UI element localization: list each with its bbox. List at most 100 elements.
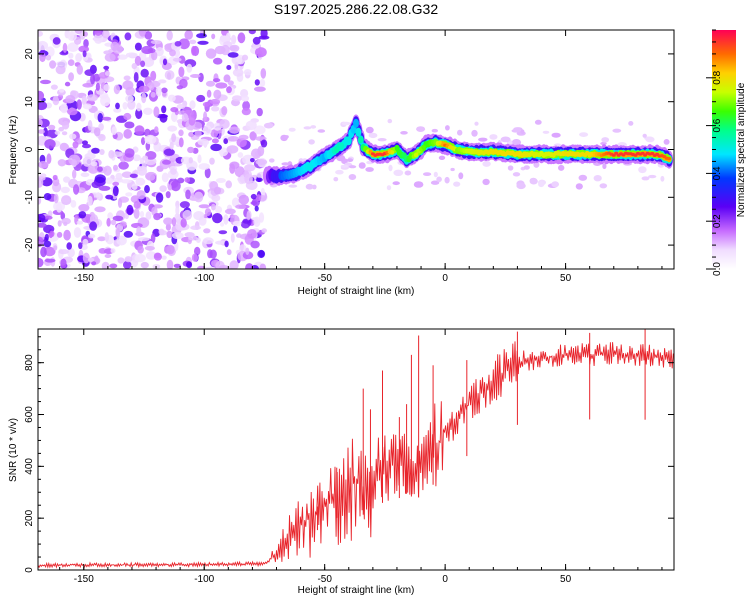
noise-blob: [226, 65, 232, 70]
x-tick-label: 0: [442, 273, 448, 284]
noise-blob: [98, 134, 106, 142]
noise-blob: [225, 180, 232, 189]
noise-blob: [93, 33, 104, 44]
noise-blob: [155, 86, 162, 97]
noise-blob: [38, 40, 49, 51]
noise-blob: [63, 221, 68, 226]
noise-blob: [165, 191, 171, 199]
noise-blob: [158, 228, 165, 235]
y-tick-label: 0: [24, 146, 35, 152]
noise-blob: [179, 201, 190, 209]
ridge-segment: [355, 127, 362, 137]
background-blob: [263, 122, 274, 129]
noise-blob: [111, 126, 117, 135]
noise-blob: [122, 102, 128, 110]
noise-blob: [259, 263, 267, 269]
snr-ylabel: SNR (10 * v/v): [8, 418, 19, 482]
noise-blob: [44, 215, 53, 220]
y-tick-label: 400: [24, 458, 35, 475]
noise-blob: [125, 192, 133, 197]
noise-blob: [144, 31, 153, 40]
background-blob: [644, 136, 653, 141]
noise-blob: [211, 203, 216, 211]
noise-blob: [145, 173, 156, 181]
noise-blob: [215, 82, 228, 89]
noise-blob: [46, 153, 52, 164]
noise-blob: [97, 166, 103, 172]
background-blob: [641, 176, 650, 181]
noise-blob: [236, 137, 247, 148]
noise-blob: [191, 45, 197, 56]
noise-blob: [170, 107, 179, 113]
noise-blob: [43, 240, 52, 248]
noise-blob: [227, 136, 240, 142]
noise-blob: [57, 220, 62, 227]
colorbar-tick-label: 0.4: [712, 166, 723, 180]
noise-blob: [113, 84, 121, 95]
background-blob: [628, 121, 634, 126]
noise-blob: [103, 165, 112, 176]
background-blob: [284, 135, 289, 139]
background-blob: [393, 169, 404, 176]
noise-blob: [137, 246, 144, 254]
figure-title: S197.2025.286.22.08.G32: [274, 1, 438, 17]
noise-blob: [244, 164, 256, 172]
noise-blob: [87, 233, 96, 239]
ridge-segment: [353, 118, 359, 128]
noise-blob: [241, 54, 249, 61]
background-blob: [310, 125, 317, 129]
x-tick-label: 0: [442, 574, 448, 585]
x-tick-label: -100: [194, 273, 214, 284]
noise-blob: [181, 113, 189, 122]
background-blob: [529, 178, 538, 185]
noise-blob: [255, 177, 263, 182]
noise-blob: [38, 236, 44, 248]
noise-blob: [229, 161, 240, 169]
noise-blob: [215, 206, 223, 214]
background-blob: [317, 129, 326, 133]
noise-blob: [116, 235, 127, 246]
ridge-segment: [611, 153, 616, 157]
noise-blob: [87, 257, 95, 262]
noise-blob: [168, 94, 176, 102]
noise-blob: [57, 159, 67, 167]
noise-blob: [213, 57, 223, 65]
noise-blob: [153, 106, 160, 118]
noise-blob: [186, 63, 193, 73]
spectrogram-ylabel: Frequency (Hz): [8, 116, 19, 185]
noise-blob: [109, 263, 118, 269]
noise-blob: [171, 217, 177, 227]
noise-blob: [52, 95, 60, 106]
noise-blob: [223, 214, 229, 225]
noise-blob: [257, 249, 266, 259]
colorbar: 0.0 0.2 0.4 0.6 0.8 Normalized spectral ampl…: [706, 29, 747, 276]
y-tick-label: 800: [24, 354, 35, 371]
noise-blob: [115, 172, 123, 181]
noise-blob: [52, 37, 61, 45]
noise-blob: [202, 237, 214, 245]
noise-blob: [91, 147, 100, 154]
noise-blob: [70, 200, 77, 208]
noise-blob: [44, 258, 56, 263]
noise-blob: [197, 154, 202, 164]
noise-blob: [243, 69, 252, 76]
background-blob: [511, 129, 521, 133]
background-blob: [511, 139, 522, 146]
noise-blob: [166, 244, 175, 255]
noise-blob: [59, 88, 65, 93]
noise-blob: [123, 75, 131, 81]
noise-blob: [87, 163, 99, 174]
noise-blob: [260, 139, 268, 148]
background-blob: [660, 175, 665, 182]
spectrogram-xlabel: Height of straight line (km): [298, 286, 415, 297]
noise-blob: [131, 222, 143, 229]
background-blob: [542, 130, 550, 134]
noise-blob: [56, 61, 68, 67]
noise-blob: [100, 95, 111, 107]
noise-blob: [117, 257, 125, 264]
background-blob: [346, 158, 354, 163]
noise-blob: [102, 30, 110, 39]
background-blob: [458, 172, 464, 180]
